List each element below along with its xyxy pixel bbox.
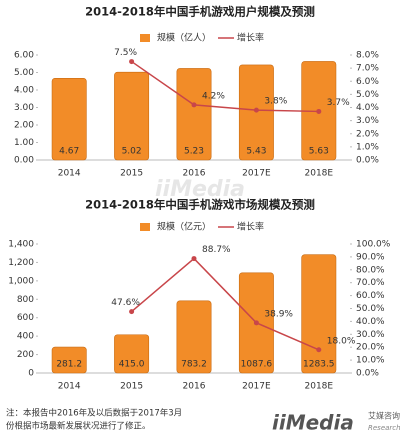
bar [51,346,87,374]
brand-cn: 艾媒咨询 [368,411,400,421]
y2-tick-label: 20.0% [356,343,385,353]
point-label: 47.6% [111,298,140,308]
y2-tick-label: 50.0% [356,304,385,314]
chart-title: 2014-2018年中国手机游戏市场规模及预测 [85,198,315,212]
y2-tick-label: 7.0% [356,64,379,74]
x-tick-label: 2015 [120,382,143,392]
x-tick-label: 2018E [305,169,334,179]
y2-tick-label: 5.0% [356,90,379,100]
y-tick-label: 1,000 [8,276,34,286]
y-tick-label: 5.00 [14,68,34,78]
y-tick-label: 1,400 [8,240,34,250]
y-tick-label: 4.00 [14,86,34,96]
bar-label: 4.67 [59,147,79,157]
bar-label: 783.2 [181,360,207,370]
point-label: 3.8% [264,97,287,107]
point [316,108,322,114]
y-tick-label: 0.00 [14,156,34,166]
y-tick-label: 600 [17,313,34,323]
x-tick-label: 2014 [58,169,81,179]
point [129,59,135,65]
bar [176,68,212,161]
bar-label: 415.0 [119,360,145,370]
bar-label: 5.23 [184,147,204,157]
y-tick-label: 2.00 [14,121,34,131]
x-tick-label: 2016 [183,169,206,179]
x-tick-label: 2018E [305,382,334,392]
point [129,309,135,315]
bar-label: 281.2 [56,360,82,370]
bar [301,254,337,374]
bar-label: 5.02 [122,147,142,157]
y2-tick-label: 2.0% [356,129,379,139]
y2-tick-label: 4.0% [356,103,379,113]
y-tick-label: 400 [17,332,34,342]
bar-label: 5.63 [309,147,329,157]
point-label: 18.0% [327,336,356,346]
y-tick-label: 200 [17,350,34,360]
x-tick-label: 2015 [120,169,143,179]
bar-label: 5.43 [246,147,266,157]
y-tick-label: 1,200 [8,258,34,268]
y2-tick-label: 30.0% [356,330,385,340]
chart-title: 2014-2018年中国手机游戏用户规模及预测 [85,5,315,19]
legend-label: 增长率 [237,32,264,44]
point-label: 88.7% [202,245,231,255]
point-label: 3.7% [327,98,350,108]
x-tick-label: 2017E [242,382,271,392]
point [191,102,197,108]
x-tick-label: 2014 [58,382,81,392]
brand-en: Research [368,424,400,432]
y2-tick-label: 10.0% [356,356,385,366]
watermark: iiMedia [155,177,245,202]
point [191,256,197,262]
y2-tick-label: 60.0% [356,291,385,301]
y2-tick-label: 70.0% [356,278,385,288]
x-tick-label: 2017E [242,169,271,179]
y2-tick-label: 0.0% [356,369,379,379]
y-tick-label: 3.00 [14,103,34,113]
line [131,60,319,113]
y2-tick-label: 8.0% [356,51,379,61]
y2-tick-label: 80.0% [356,265,385,275]
bar [114,71,150,161]
y-tick-label: 800 [17,295,34,305]
point [316,347,322,353]
y-tick-label: 0 [28,369,34,379]
point-label: 4.2% [202,91,225,101]
y2-tick-label: 3.0% [356,116,379,126]
footnote: 注：本报告中2016年及以后数据于2017年3月 [6,408,182,419]
legend-label: 规模（亿元） [157,221,211,233]
point [253,107,259,113]
bar-label: 1087.6 [241,360,273,370]
bar [51,77,87,161]
point-label: 7.5% [114,48,137,58]
y-tick-label: 1.00 [14,138,34,148]
bar [176,300,212,374]
y2-tick-label: 1.0% [356,142,379,152]
point [253,320,259,326]
y-tick-label: 6.00 [14,51,34,61]
footnote: 份根据市场最新发展状况进行了修正。 [6,421,151,432]
legend-label: 规模（亿人） [157,32,211,44]
bar-label: 1283.5 [303,360,335,370]
brand-logo: iiMedia [272,411,354,435]
point-label: 38.9% [264,309,293,319]
bar [114,334,150,374]
y2-tick-label: 6.0% [356,77,379,87]
y2-tick-label: 40.0% [356,317,385,327]
legend-label: 增长率 [237,221,264,233]
legend-swatch [140,34,150,42]
x-tick-label: 2016 [183,382,206,392]
y2-tick-label: 0.0% [356,156,379,166]
legend-swatch [140,223,150,231]
y2-tick-label: 90.0% [356,252,385,262]
line [131,257,320,351]
y2-tick-label: 100.0% [356,240,391,250]
